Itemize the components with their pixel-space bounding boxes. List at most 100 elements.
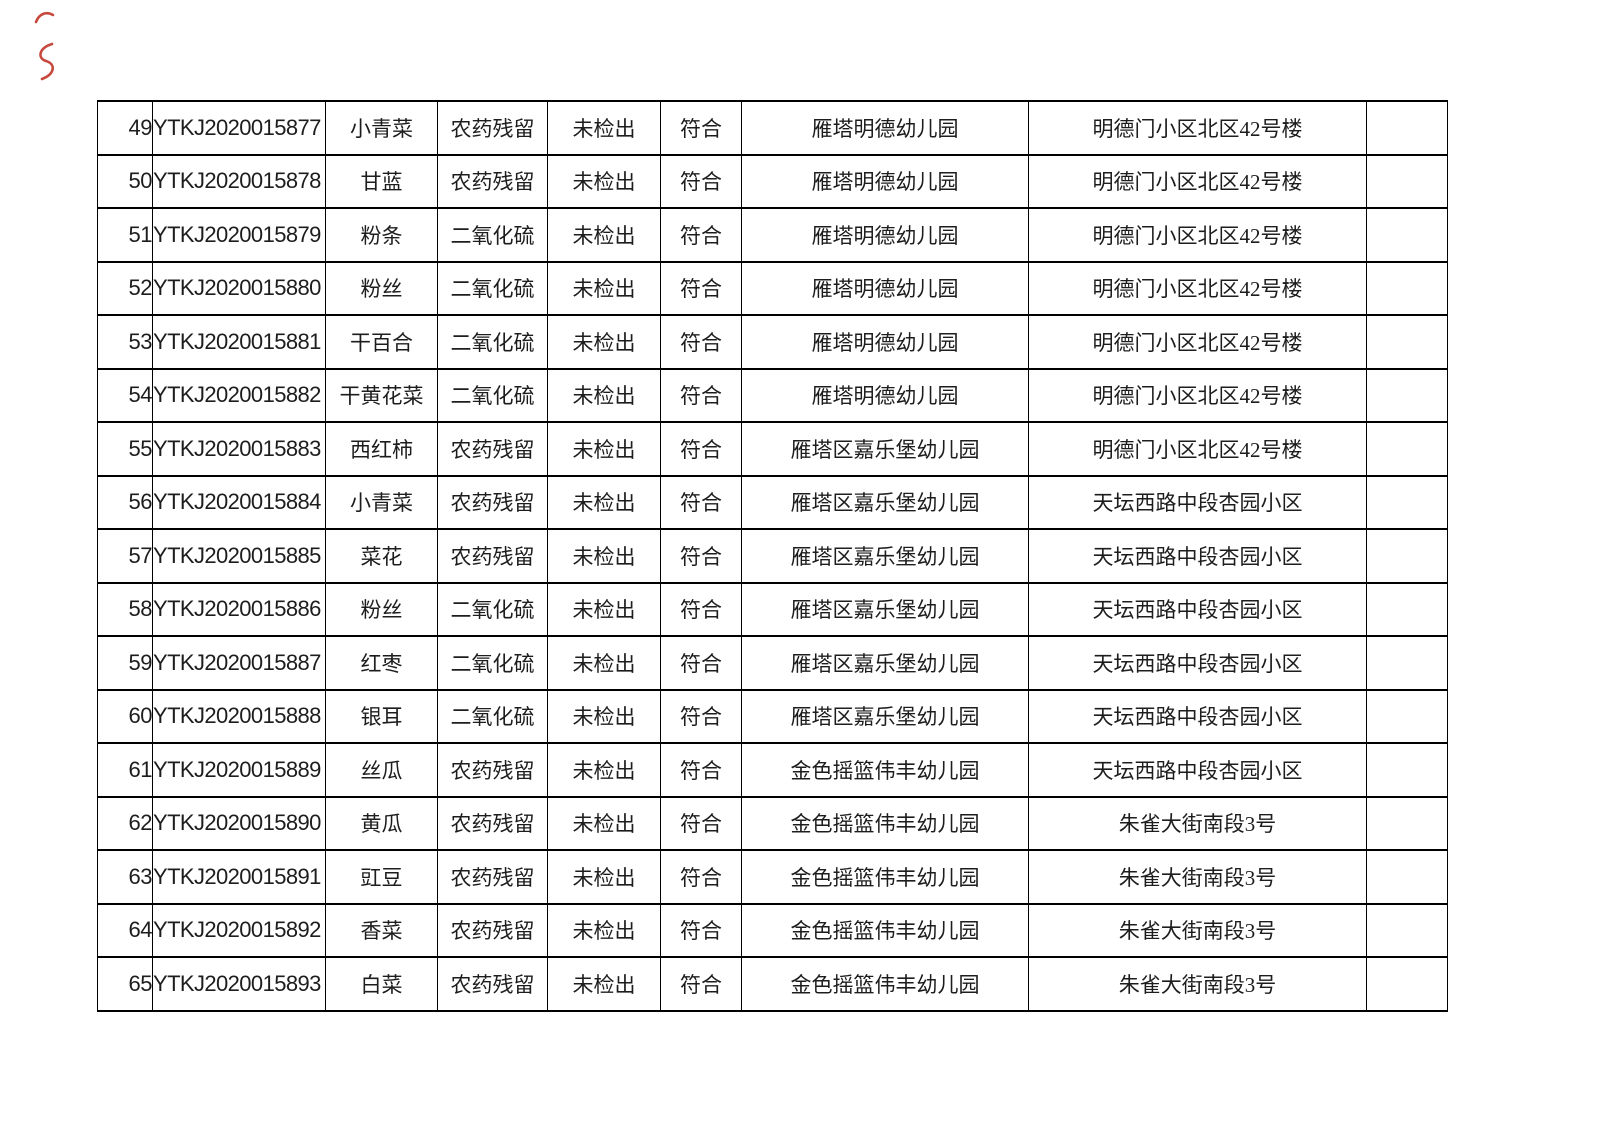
- test-item-cell: 二氧化硫: [437, 635, 548, 691]
- test-item-cell: 农药残留: [437, 956, 548, 1012]
- result-cell: 未检出: [547, 795, 661, 851]
- address-cell: 天坛西路中段杏园小区: [1028, 474, 1367, 530]
- row-number-cell: 63: [97, 849, 153, 905]
- test-item-cell: 二氧化硫: [437, 688, 548, 744]
- org-cell: 雁塔区嘉乐堡幼儿园: [741, 688, 1029, 744]
- sample-id-cell: YTKJ2020015892: [152, 902, 326, 958]
- table-row: 57 YTKJ2020015885 菜花 农药残留 未检出 符合 雁塔区嘉乐堡幼儿园 天坛西路…: [97, 528, 1448, 584]
- conclusion-cell: 符合: [660, 100, 742, 156]
- product-cell: 粉丝: [325, 581, 438, 637]
- product-cell: 红枣: [325, 635, 438, 691]
- row-number-cell: 57: [97, 528, 153, 584]
- org-cell: 雁塔明德幼儿园: [741, 260, 1029, 316]
- conclusion-cell: 符合: [660, 688, 742, 744]
- row-number-cell: 62: [97, 795, 153, 851]
- note-cell: [1366, 795, 1448, 851]
- red-pen-stroke-top: [34, 11, 55, 24]
- table-row: 60 YTKJ2020015888 银耳 二氧化硫 未检出 符合 雁塔区嘉乐堡幼儿园 天坛西路…: [97, 688, 1448, 744]
- row-number-cell: 65: [97, 956, 153, 1012]
- conclusion-cell: 符合: [660, 635, 742, 691]
- product-cell: 黄瓜: [325, 795, 438, 851]
- sample-id-cell: YTKJ2020015883: [152, 421, 326, 477]
- row-number-cell: 56: [97, 474, 153, 530]
- org-cell: 金色摇篮伟丰幼儿园: [741, 742, 1029, 798]
- product-cell: 白菜: [325, 956, 438, 1012]
- org-cell: 雁塔明德幼儿园: [741, 367, 1029, 423]
- row-number-cell: 58: [97, 581, 153, 637]
- note-cell: [1366, 153, 1448, 209]
- note-cell: [1366, 207, 1448, 263]
- sample-id-cell: YTKJ2020015877: [152, 100, 326, 156]
- note-cell: [1366, 688, 1448, 744]
- result-cell: 未检出: [547, 260, 661, 316]
- table-row: 65 YTKJ2020015893 白菜 农药残留 未检出 符合 金色摇篮伟丰幼儿园 朱雀大街…: [97, 956, 1448, 1012]
- table-row: 52 YTKJ2020015880 粉丝 二氧化硫 未检出 符合 雁塔明德幼儿园 明德门小区北…: [97, 260, 1448, 316]
- row-number-cell: 64: [97, 902, 153, 958]
- product-cell: 干百合: [325, 314, 438, 370]
- test-item-cell: 二氧化硫: [437, 367, 548, 423]
- test-item-cell: 二氧化硫: [437, 260, 548, 316]
- product-cell: 菜花: [325, 528, 438, 584]
- product-cell: 银耳: [325, 688, 438, 744]
- address-cell: 明德门小区北区42号楼: [1028, 207, 1367, 263]
- org-cell: 雁塔区嘉乐堡幼儿园: [741, 635, 1029, 691]
- test-item-cell: 农药残留: [437, 153, 548, 209]
- conclusion-cell: 符合: [660, 367, 742, 423]
- sample-id-cell: YTKJ2020015882: [152, 367, 326, 423]
- sample-id-cell: YTKJ2020015884: [152, 474, 326, 530]
- inspection-results-table: 49 YTKJ2020015877 小青菜 农药残留 未检出 符合 雁塔明德幼儿园 明德门小区…: [97, 100, 1448, 1012]
- result-cell: 未检出: [547, 207, 661, 263]
- note-cell: [1366, 635, 1448, 691]
- row-number-cell: 61: [97, 742, 153, 798]
- table-row: 58 YTKJ2020015886 粉丝 二氧化硫 未检出 符合 雁塔区嘉乐堡幼儿园 天坛西路…: [97, 581, 1448, 637]
- org-cell: 雁塔区嘉乐堡幼儿园: [741, 581, 1029, 637]
- row-number-cell: 59: [97, 635, 153, 691]
- product-cell: 粉条: [325, 207, 438, 263]
- table-row: 61 YTKJ2020015889 丝瓜 农药残留 未检出 符合 金色摇篮伟丰幼儿园 天坛西路…: [97, 742, 1448, 798]
- result-cell: 未检出: [547, 956, 661, 1012]
- test-item-cell: 农药残留: [437, 421, 548, 477]
- result-cell: 未检出: [547, 688, 661, 744]
- table-row: 59 YTKJ2020015887 红枣 二氧化硫 未检出 符合 雁塔区嘉乐堡幼儿园 天坛西路…: [97, 635, 1448, 691]
- red-pen-marks: [34, 11, 55, 81]
- note-cell: [1366, 742, 1448, 798]
- result-cell: 未检出: [547, 902, 661, 958]
- note-cell: [1366, 528, 1448, 584]
- note-cell: [1366, 902, 1448, 958]
- result-cell: 未检出: [547, 581, 661, 637]
- product-cell: 小青菜: [325, 474, 438, 530]
- table-row: 62 YTKJ2020015890 黄瓜 农药残留 未检出 符合 金色摇篮伟丰幼儿园 朱雀大街…: [97, 795, 1448, 851]
- table-row: 56 YTKJ2020015884 小青菜 农药残留 未检出 符合 雁塔区嘉乐堡幼儿园 天坛西…: [97, 474, 1448, 530]
- test-item-cell: 二氧化硫: [437, 207, 548, 263]
- result-cell: 未检出: [547, 474, 661, 530]
- org-cell: 雁塔明德幼儿园: [741, 314, 1029, 370]
- test-item-cell: 农药残留: [437, 795, 548, 851]
- note-cell: [1366, 849, 1448, 905]
- result-cell: 未检出: [547, 100, 661, 156]
- table-row: 64 YTKJ2020015892 香菜 农药残留 未检出 符合 金色摇篮伟丰幼儿园 朱雀大街…: [97, 902, 1448, 958]
- table-row: 53 YTKJ2020015881 干百合 二氧化硫 未检出 符合 雁塔明德幼儿园 明德门小区…: [97, 314, 1448, 370]
- sample-id-cell: YTKJ2020015890: [152, 795, 326, 851]
- test-item-cell: 农药残留: [437, 528, 548, 584]
- address-cell: 朱雀大街南段3号: [1028, 956, 1367, 1012]
- result-cell: 未检出: [547, 849, 661, 905]
- sample-id-cell: YTKJ2020015879: [152, 207, 326, 263]
- note-cell: [1366, 314, 1448, 370]
- row-number-cell: 50: [97, 153, 153, 209]
- test-item-cell: 农药残留: [437, 849, 548, 905]
- product-cell: 粉丝: [325, 260, 438, 316]
- result-cell: 未检出: [547, 421, 661, 477]
- note-cell: [1366, 260, 1448, 316]
- sample-id-cell: YTKJ2020015885: [152, 528, 326, 584]
- address-cell: 天坛西路中段杏园小区: [1028, 742, 1367, 798]
- product-cell: 甘蓝: [325, 153, 438, 209]
- org-cell: 金色摇篮伟丰幼儿园: [741, 795, 1029, 851]
- table-row: 54 YTKJ2020015882 干黄花菜 二氧化硫 未检出 符合 雁塔明德幼儿园 明德门小…: [97, 367, 1448, 423]
- table-row: 55 YTKJ2020015883 西红柿 农药残留 未检出 符合 雁塔区嘉乐堡幼儿园 明德门…: [97, 421, 1448, 477]
- address-cell: 朱雀大街南段3号: [1028, 902, 1367, 958]
- row-number-cell: 52: [97, 260, 153, 316]
- conclusion-cell: 符合: [660, 581, 742, 637]
- conclusion-cell: 符合: [660, 528, 742, 584]
- test-item-cell: 二氧化硫: [437, 314, 548, 370]
- address-cell: 天坛西路中段杏园小区: [1028, 688, 1367, 744]
